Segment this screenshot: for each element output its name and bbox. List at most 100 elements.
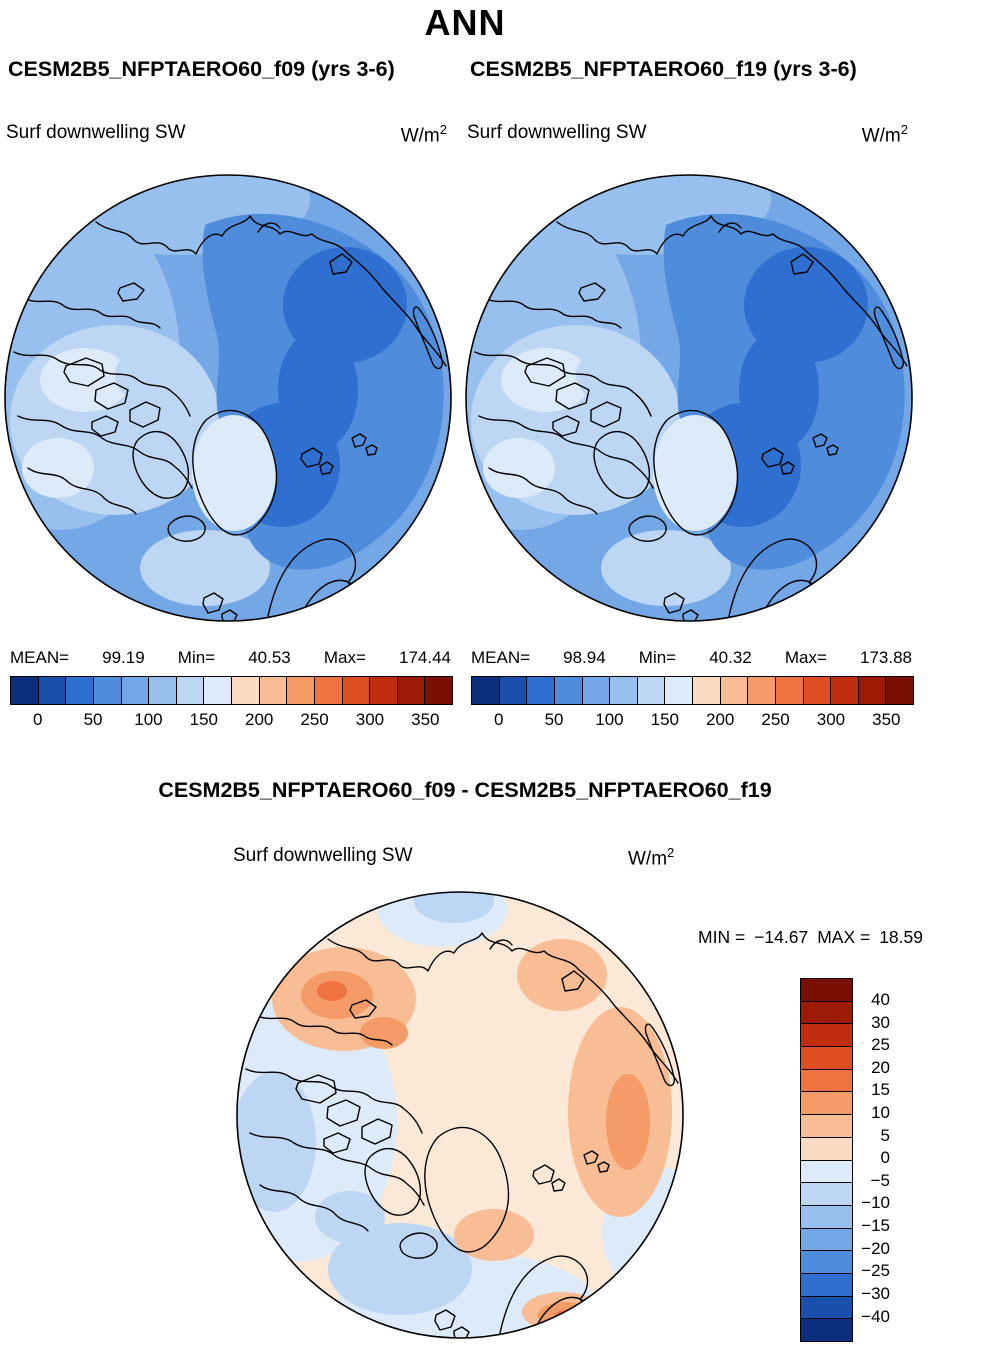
h-colorbar: [471, 676, 914, 705]
colorbar-tick-label: 300: [355, 710, 385, 729]
colorbar-tick-label: −40: [861, 1306, 890, 1326]
colorbar-cell: [581, 677, 610, 704]
colorbar-tick-label: 5: [880, 1125, 890, 1145]
colorbar-tick-label: 10: [871, 1103, 890, 1123]
v-colorbar-labels: 40 30 25 20 15 10 5 0 −5 −10 −15 −20 −25 −30 −40: [852, 989, 890, 1328]
map-outline: [4, 174, 452, 622]
colorbar-tick-label: 300: [816, 710, 846, 729]
colorbar-cell: [664, 677, 692, 704]
colorbar-tick-label: 250: [300, 710, 329, 729]
colorbar-tick-label: 50: [544, 710, 564, 729]
colorbar-tick-label: −30: [861, 1283, 890, 1303]
colorbar-cell: [692, 677, 720, 704]
max-value: 173.88: [859, 648, 912, 667]
colorbar-cell: [801, 1159, 852, 1183]
colorbar-cell: [175, 677, 204, 704]
colorbar-cell: [802, 677, 831, 704]
stats-row-f19: MEAN= 98.94 Min= 40.32 Max= 173.88: [471, 648, 912, 668]
colorbar-tick-label: −20: [861, 1238, 890, 1258]
colorbar-tick-label: 0: [32, 710, 43, 729]
colorbar-cell: [885, 677, 913, 704]
colorbar-cell: [801, 1000, 852, 1024]
colorbar-cell: [526, 677, 554, 704]
colorbar-cell: [801, 1091, 852, 1115]
colorbar-cell: [148, 677, 176, 704]
colorbar-cell: [801, 1182, 852, 1205]
colorbar-cell: [801, 1204, 852, 1228]
colorbar-cell: [801, 1068, 852, 1092]
v-colorbar: [800, 978, 853, 1342]
colorbar-cell: [801, 1272, 852, 1296]
colorbar-cell: [636, 677, 665, 704]
min-label: Min=: [177, 648, 216, 667]
colorbar-cell: [857, 677, 886, 704]
colorbar-tick-label: −25: [861, 1261, 890, 1281]
mean-label: MEAN=: [471, 648, 531, 667]
colorbar-tick-label: 150: [189, 710, 218, 729]
colorbar-tick-label: −15: [861, 1216, 890, 1236]
colorbar-tick-label: 30: [871, 1012, 890, 1032]
panel-f19-header: Surf downwelling SW W/m2: [458, 122, 920, 146]
colorbar-cell: [424, 677, 452, 704]
min-value: 40.53: [248, 648, 291, 667]
colorbar-cell: [498, 677, 527, 704]
colorbar-cell: [286, 677, 314, 704]
colorbar-cell: [65, 677, 93, 704]
colorbar-tick-label: 0: [493, 710, 504, 729]
h-colorbar-ticks: 0 50 100 150 200 250 300 350: [471, 710, 914, 730]
max-label: Max=: [784, 648, 827, 667]
colorbar-tick-label: 100: [134, 710, 163, 729]
colorbar-tick-label: 250: [761, 710, 790, 729]
map-f19: [461, 170, 913, 626]
subtitle-right-run: CESM2B5_NFPTAERO60_f19 (yrs 3-6): [470, 57, 857, 81]
min-value: 40.32: [709, 648, 752, 667]
map-diff: [232, 887, 688, 1343]
map-outline: [465, 174, 913, 622]
colorbar-cell: [719, 677, 748, 704]
page-title: ANN: [424, 2, 506, 43]
colorbar-tick-label: 20: [871, 1057, 890, 1077]
colorbar-tick-label: 200: [706, 710, 735, 729]
diff-min-label: MIN =: [698, 927, 746, 947]
colorbar-cell: [774, 677, 803, 704]
colorbar-tick-label: 350: [411, 710, 440, 729]
colorbar-tick-label: 40: [871, 990, 890, 1009]
colorbar-cell: [801, 1227, 852, 1251]
max-value: 174.44: [398, 648, 451, 667]
panel-f19: Surf downwelling SW W/m2 MEAN= 98.94 Min…: [458, 122, 920, 730]
colorbar-tick-label: 100: [595, 710, 624, 729]
map-f09: [0, 170, 452, 626]
colorbar-cell: [801, 1114, 852, 1137]
colorbar-cell: [313, 677, 342, 704]
colorbar-tick-label: 50: [83, 710, 103, 729]
diff-units-label: W/m2: [628, 845, 675, 870]
diff-field-label: Surf downwelling SW: [233, 845, 413, 866]
colorbar-cell: [801, 1295, 852, 1319]
mean-label: MEAN=: [10, 648, 70, 667]
colorbar-cell: [120, 677, 149, 704]
mean-value: 99.19: [102, 648, 145, 667]
colorbar-tick-label: 15: [871, 1080, 890, 1100]
colorbar-tick-label: 200: [245, 710, 274, 729]
min-label: Min=: [638, 648, 677, 667]
colorbar-cell: [747, 677, 775, 704]
stats-row-f09: MEAN= 99.19 Min= 40.53 Max= 174.44: [10, 648, 451, 668]
colorbar-tick-label: −10: [861, 1193, 890, 1213]
h-colorbar-ticks: 0 50 100 150 200 250 300 350: [10, 710, 453, 730]
colorbar-cell: [553, 677, 582, 704]
field-label: Surf downwelling SW: [467, 122, 647, 143]
colorbar-tick-label: 150: [650, 710, 679, 729]
colorbar-cell: [830, 677, 858, 704]
colorbar-cell: [396, 677, 425, 704]
map-outline: [236, 891, 684, 1339]
units-label: W/m2: [400, 122, 447, 147]
colorbar-tick-label: 0: [880, 1148, 890, 1168]
colorbar-cell: [801, 979, 852, 1001]
colorbar-cell: [37, 677, 66, 704]
panel-f09-header: Surf downwelling SW W/m2: [0, 122, 459, 146]
h-colorbar: [10, 676, 453, 705]
colorbar-cell: [801, 1250, 852, 1273]
diff-minmax-row: MIN = −14.67 MAX = 18.59: [698, 927, 923, 948]
colorbar-cell: [11, 677, 38, 704]
